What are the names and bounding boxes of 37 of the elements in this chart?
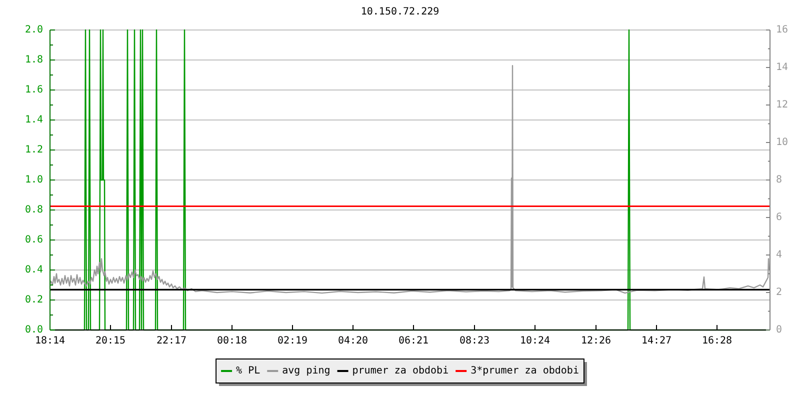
x-tick-label: 10:24 [520,336,550,346]
y-tick-label: 1.6 [24,84,43,96]
y-tick-label: 1.0 [24,174,43,186]
x-tick-label: 04:20 [338,336,368,346]
y2-tick-label: 4 [776,250,782,260]
y-tick-label: 2.0 [24,24,43,36]
x-tick-label: 18:14 [34,336,66,346]
x-tick-label: 12:26 [580,336,612,346]
y-tick-label: 1.8 [24,54,43,66]
x-tick-label: 06:21 [398,336,429,346]
x-tick-label: 08:23 [459,336,490,346]
y-tick-label: 1.4 [24,114,43,126]
y2-tick-label: 16 [776,24,788,36]
x-tick-label: 16:28 [702,336,732,346]
y-tick-label: 0.2 [24,294,43,306]
y-tick-label: 0.6 [24,234,43,246]
x-tick-label: 02:19 [277,336,308,346]
y2-tick-label: 8 [776,174,782,186]
x-tick-label: 20:15 [95,336,126,346]
y2-tick-label: 12 [776,100,788,110]
y-tick-label: 0.0 [24,324,43,336]
y-tick-label: 1.2 [24,144,43,156]
y-tick-label: 0.8 [24,204,43,216]
y2-tick-label: 0 [776,324,782,336]
y2-tick-label: 14 [776,62,788,73]
legend-label: avg ping [282,366,330,376]
legend-label: 3*prumer za obdobi [470,366,579,376]
y-tick-label: 0.4 [24,264,43,276]
chart-title: 10.150.72.229 [360,6,440,18]
y2-tick-label: 10 [776,137,788,148]
y2-tick-label: 2 [776,287,782,298]
x-tick-label: 00:18 [216,336,248,346]
legend-label: prumer za obdobi [352,366,449,376]
x-tick-label: 14:27 [641,336,672,346]
legend-label: % PL [236,366,260,376]
x-tick-label: 22:17 [156,336,187,346]
y2-tick-label: 6 [776,212,782,223]
